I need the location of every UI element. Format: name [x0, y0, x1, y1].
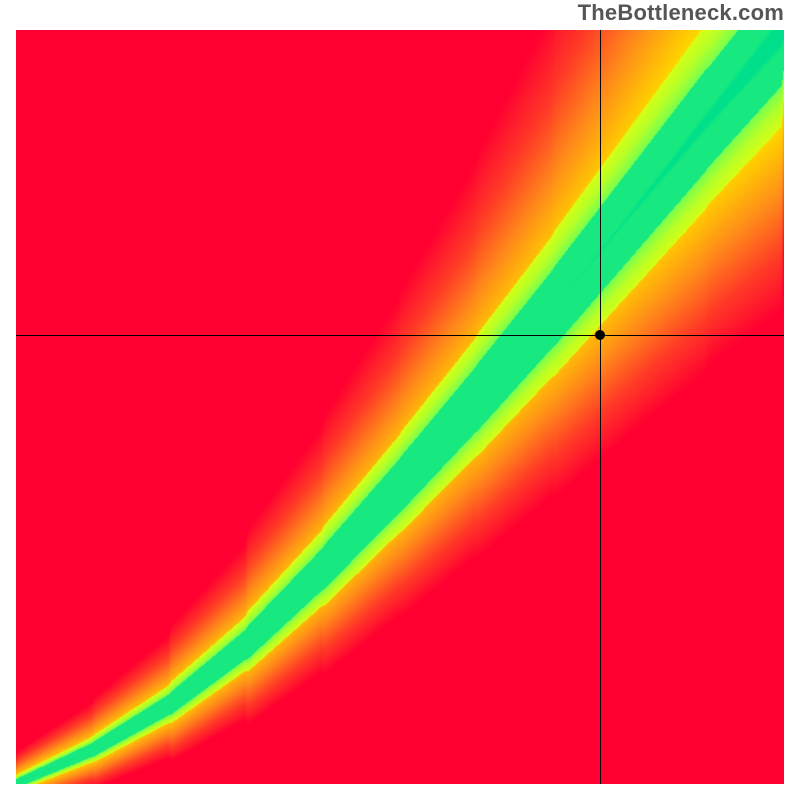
marker-point	[595, 330, 605, 340]
heatmap-canvas	[16, 30, 784, 784]
crosshair-horizontal	[16, 335, 784, 336]
crosshair-vertical	[600, 30, 601, 784]
watermark-text: TheBottleneck.com	[578, 0, 784, 26]
bottleneck-heatmap	[16, 30, 784, 784]
